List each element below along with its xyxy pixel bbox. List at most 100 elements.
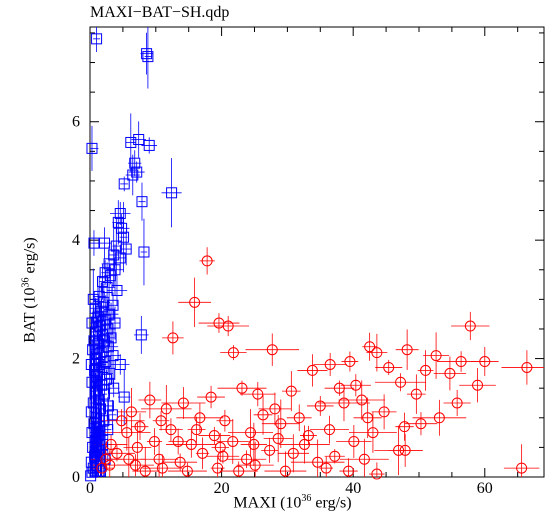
data-point-circle [430,350,442,362]
data-markers [85,33,533,482]
data-point-square [141,48,153,60]
data-point-circle [333,382,345,394]
data-point-circle [257,409,269,421]
data-point-circle [165,424,177,436]
data-point-circle [344,356,356,368]
data-point-square [86,427,98,439]
data-point-circle [521,361,533,373]
data-point-circle [116,415,128,427]
data-point-square [105,332,117,344]
data-point-square [107,299,119,311]
data-point-circle [285,385,297,397]
data-point-square [118,391,130,403]
data-point-square [88,418,100,430]
data-point-circle [212,462,224,474]
data-point-circle [264,444,276,456]
data-point-circle [472,379,484,391]
data-point-circle [214,441,226,453]
data-point-square [107,350,119,362]
data-point-circle [105,438,117,450]
data-point-square [118,178,130,190]
data-point-circle [249,459,261,471]
data-point-circle [227,347,239,359]
y-tick-label: 6 [72,114,80,131]
y-axis-label: BAT (1036 erg/s) [20,237,39,343]
data-point-square [89,385,101,397]
data-point-square [91,412,103,424]
data-point-square [104,367,116,379]
data-point-square [87,441,99,453]
data-point-circle [287,447,299,459]
data-point-square [100,314,112,326]
data-point-circle [129,459,141,471]
data-point-square [166,187,178,199]
data-point-square [86,142,98,154]
plot-frame [89,26,545,478]
data-point-square [102,424,114,436]
data-point-circle [201,255,213,267]
data-point-circle [275,418,287,430]
data-point-circle [298,438,310,450]
data-point-circle [139,465,151,477]
data-point-circle [111,447,123,459]
data-point-circle [371,347,383,359]
data-point-circle [148,435,160,447]
data-point-square [104,270,116,282]
data-point-circle [191,424,203,436]
data-point-square [98,237,110,249]
data-point-circle [415,418,427,430]
data-point-square [89,450,101,462]
data-point-circle [96,462,108,474]
data-point-square [86,317,98,329]
data-point-circle [160,403,172,415]
data-point-circle [222,320,234,332]
x-tick-label: 60 [477,480,493,497]
x-tick-label: 40 [345,480,361,497]
data-point-circle [399,444,411,456]
data-point-circle [279,465,291,477]
data-point-square [116,222,128,234]
data-point-square [103,258,115,270]
data-point-circle [420,364,432,376]
data-point-circle [293,412,305,424]
data-point-circle [302,430,314,442]
x-axis-label: MAXI (1036 erg/s) [233,493,352,512]
data-point-circle [433,412,445,424]
data-point-circle [233,465,245,477]
data-point-square [91,33,103,45]
data-point-circle [358,453,370,465]
data-point-circle [324,359,336,370]
data-point-square [88,237,100,249]
data-point-circle [269,403,281,415]
data-point-circle [455,356,467,368]
data-point-square [89,435,101,447]
data-point-circle [227,435,239,447]
tick-labels: 0 20 40 60 0 2 4 6 [72,114,493,497]
data-point-circle [312,456,324,468]
data-point-square [114,208,126,220]
data-point-circle [338,397,350,409]
data-point-square [131,166,143,178]
data-point-square [85,359,97,370]
data-point-circle [395,376,407,388]
data-point-square [136,196,148,208]
data-point-square [112,216,124,228]
data-point-circle [378,406,390,418]
data-point-circle [181,465,193,477]
data-point-circle [248,438,260,450]
data-point-circle [329,450,341,462]
data-point-square [90,326,102,338]
data-point-circle [479,356,491,368]
data-point-square [142,51,154,63]
data-point-square [89,364,101,376]
data-point-circle [464,320,476,332]
data-point-circle [205,391,217,403]
data-point-circle [343,465,355,477]
data-point-circle [208,430,220,442]
data-point-circle [197,447,209,459]
data-point-square [129,157,141,169]
data-point-square [87,344,99,356]
data-point-square [97,361,109,373]
data-point-square [108,382,120,394]
